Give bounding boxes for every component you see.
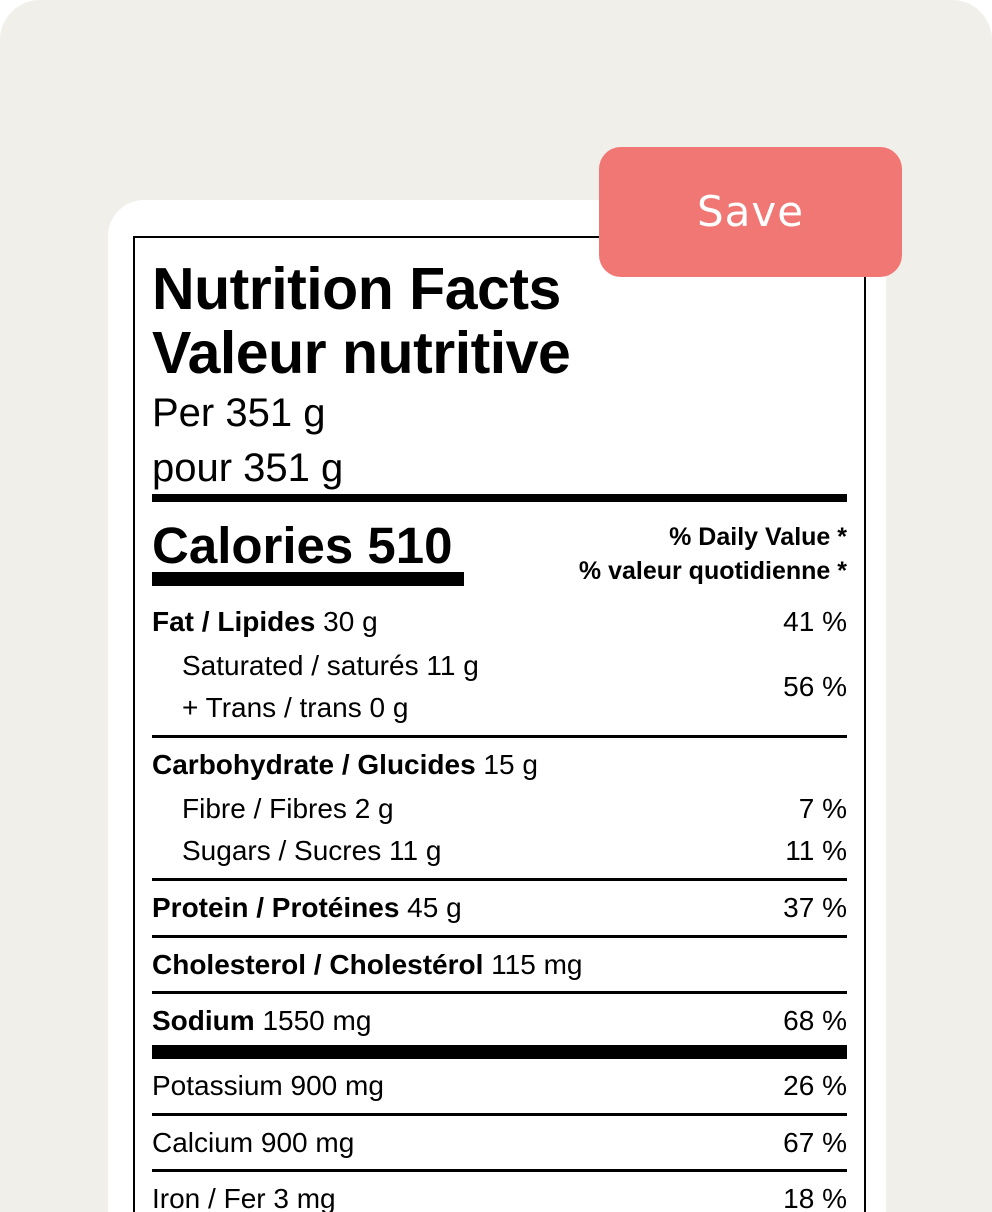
nutrient-row-carbohydrate: Carbohydrate / Glucides 15 g — [152, 745, 847, 785]
thick-divider — [152, 494, 847, 502]
divider — [152, 735, 847, 738]
nutrient-amount: Iron / Fer 3 mg — [152, 1183, 336, 1212]
daily-value-percent: 18 % — [783, 1183, 847, 1212]
nutrient-row-protein: Protein / Protéines 45 g 37 % — [152, 888, 847, 928]
title-french: Valeur nutritive — [152, 320, 571, 386]
nutrient-amount: 45 g — [399, 892, 462, 923]
daily-value-percent: 26 % — [783, 1070, 847, 1101]
nutrient-name: Fat / Lipides — [152, 606, 316, 637]
nutrient-row-saturated: Saturated / saturés 11 g — [152, 646, 847, 686]
divider — [152, 878, 847, 881]
nutrient-row-fibre: Fibre / Fibres 2 g 7 % — [152, 789, 847, 829]
nutrient-amount: 30 g — [315, 606, 378, 637]
daily-value-percent: 7 % — [798, 793, 847, 824]
serving-size-french: pour 351 g — [152, 446, 344, 490]
nutrient-row-saturated-trans-percent: 56 % — [152, 667, 847, 707]
calories-underline — [152, 572, 464, 586]
divider — [152, 1113, 847, 1116]
nutrient-name: Sodium — [152, 1005, 255, 1036]
serving-size-english: Per 351 g — [152, 391, 326, 435]
nutrient-name: Protein / Protéines — [152, 892, 400, 923]
nutrient-amount: Calcium 900 mg — [152, 1127, 355, 1158]
nutrient-row-potassium: Potassium 900 mg 26 % — [152, 1066, 847, 1106]
title-english: Nutrition Facts — [152, 256, 561, 322]
daily-value-heading-english: % Daily Value * — [669, 523, 847, 551]
nutrient-row-fat: Fat / Lipides 30 g 41 % — [152, 602, 847, 642]
daily-value-percent: 11 % — [785, 835, 847, 866]
divider — [152, 935, 847, 938]
nutrient-row-calcium: Calcium 900 mg 67 % — [152, 1123, 847, 1163]
nutrient-row-iron: Iron / Fer 3 mg 18 % — [152, 1179, 847, 1212]
nutrition-label: Nutrition Facts Valeur nutritive Per 351… — [133, 236, 866, 1212]
daily-value-percent: 67 % — [783, 1127, 847, 1158]
nutrient-amount: Saturated / saturés 11 g — [182, 650, 479, 681]
nutrient-row-cholesterol: Cholesterol / Cholestérol 115 mg — [152, 945, 847, 985]
nutrient-row-sugars: Sugars / Sucres 11 g 11 % — [152, 831, 847, 871]
calories-heading: Calories 510 — [152, 517, 453, 574]
nutrient-amount: Potassium 900 mg — [152, 1070, 384, 1101]
nutrient-name: Cholesterol / Cholestérol — [152, 949, 484, 980]
save-button[interactable]: Save — [599, 147, 902, 277]
nutrient-name: Carbohydrate / Glucides — [152, 749, 476, 780]
nutrient-amount: + Trans / trans 0 g — [182, 692, 409, 723]
nutrient-row-trans: + Trans / trans 0 g — [152, 688, 847, 728]
thick-divider — [152, 1045, 847, 1059]
daily-value-percent: 56 % — [783, 671, 847, 702]
nutrient-amount: Fibre / Fibres 2 g — [182, 793, 394, 824]
divider — [152, 991, 847, 994]
daily-value-heading-french: % valeur quotidienne * — [578, 557, 847, 585]
nutrient-amount: Sugars / Sucres 11 g — [182, 835, 442, 866]
daily-value-percent: 68 % — [783, 1005, 847, 1036]
nutrient-row-sodium: Sodium 1550 mg 68 % — [152, 1001, 847, 1041]
nutrient-amount: 115 mg — [483, 949, 583, 980]
daily-value-percent: 37 % — [783, 892, 847, 923]
divider — [152, 1169, 847, 1172]
nutrient-amount: 1550 mg — [254, 1005, 372, 1036]
nutrient-amount: 15 g — [475, 749, 538, 780]
daily-value-percent: 41 % — [783, 606, 847, 637]
